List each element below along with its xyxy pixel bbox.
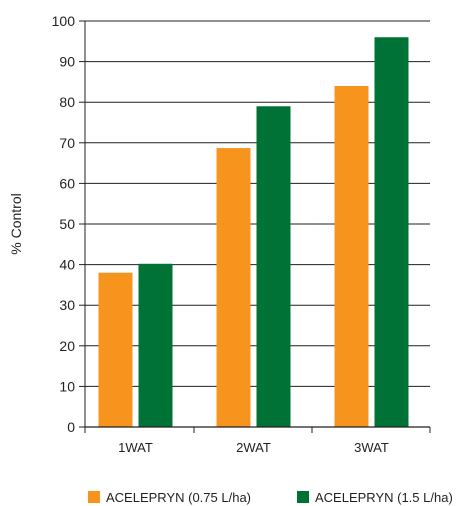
x-axis-ticks: 1WAT 2WAT 3WAT bbox=[84, 427, 431, 455]
bar-3wat-series-2 bbox=[374, 37, 409, 428]
legend-swatch bbox=[297, 491, 309, 503]
y-tick-label: 50 bbox=[59, 216, 75, 232]
y-tick-label: 70 bbox=[59, 135, 75, 151]
x-tick-label: 3WAT bbox=[354, 440, 389, 455]
bar-1wat-series-2 bbox=[138, 263, 173, 427]
legend-swatch bbox=[88, 491, 100, 503]
y-tick-label: 40 bbox=[59, 257, 75, 273]
bar-3wat-series-1 bbox=[334, 85, 369, 428]
bar-2wat-series-1 bbox=[216, 148, 251, 427]
bar-1wat-series-1 bbox=[98, 272, 133, 427]
legend-label: ACELEPRYN (0.75 L/ha) bbox=[106, 490, 251, 505]
legend-label: ACELEPRYN (1.5 L/ha) bbox=[315, 490, 453, 505]
bar-2wat-series-2 bbox=[256, 106, 291, 427]
y-tick-label: 90 bbox=[59, 54, 75, 70]
y-tick-label: 20 bbox=[59, 338, 75, 354]
x-tick-label: 2WAT bbox=[236, 440, 271, 455]
bars bbox=[98, 37, 409, 428]
y-tick-label: 30 bbox=[59, 297, 75, 313]
y-tick-label: 60 bbox=[59, 175, 75, 191]
y-tick-label: 10 bbox=[59, 378, 75, 394]
y-tick-label: 0 bbox=[67, 419, 75, 435]
y-tick-label: 100 bbox=[52, 13, 76, 29]
axes bbox=[84, 21, 430, 428]
y-axis-ticks: 0 10 20 30 40 50 60 70 80 90 100 bbox=[52, 13, 85, 435]
y-tick-label: 80 bbox=[59, 94, 75, 110]
y-axis-title: % Control bbox=[8, 193, 24, 254]
x-tick-label: 1WAT bbox=[118, 440, 153, 455]
legend: ACELEPRYN (0.75 L/ha) ACELEPRYN (1.5 L/ha… bbox=[88, 490, 453, 505]
